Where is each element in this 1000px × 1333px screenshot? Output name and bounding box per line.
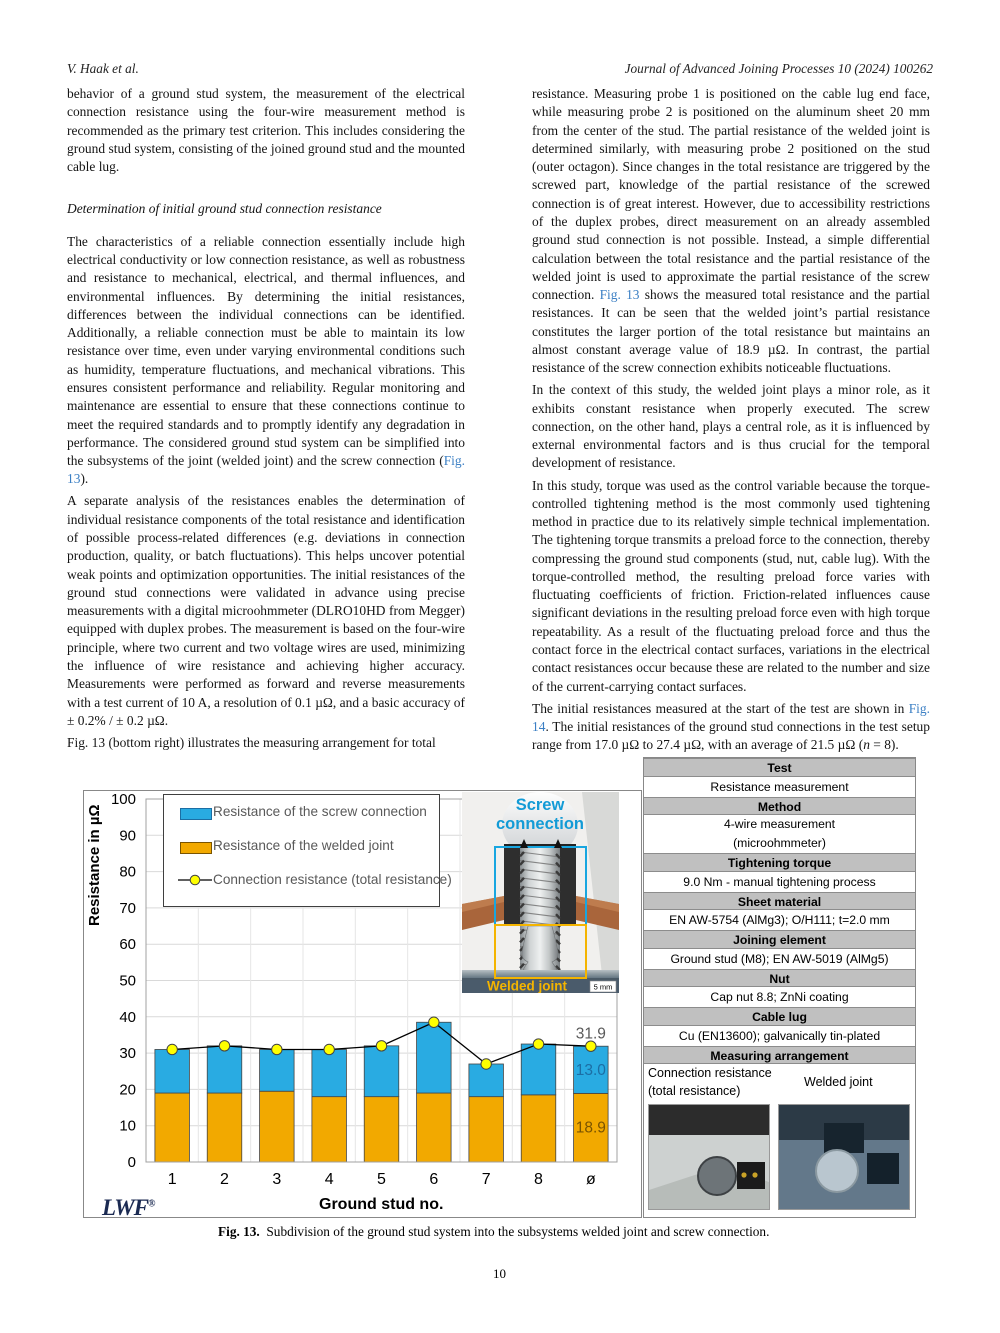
- svg-text:0: 0: [128, 1154, 136, 1171]
- svg-text:3: 3: [272, 1171, 281, 1188]
- svg-text:Welded joint: Welded joint: [487, 979, 568, 994]
- svg-text:5: 5: [377, 1171, 386, 1188]
- svg-text:2: 2: [220, 1171, 229, 1188]
- svg-text:7: 7: [482, 1171, 491, 1188]
- svg-text:31.9: 31.9: [576, 1025, 606, 1042]
- svg-text:4: 4: [325, 1171, 334, 1188]
- svg-text:connection: connection: [496, 815, 584, 833]
- svg-text:20: 20: [119, 1081, 136, 1098]
- svg-text:50: 50: [119, 973, 136, 990]
- svg-text:ø: ø: [586, 1171, 596, 1188]
- svg-text:40: 40: [119, 1009, 136, 1026]
- svg-text:90: 90: [119, 827, 136, 844]
- svg-text:13.0: 13.0: [576, 1062, 607, 1079]
- svg-text:60: 60: [119, 936, 136, 953]
- svg-text:18.9: 18.9: [576, 1120, 606, 1137]
- svg-text:5 mm: 5 mm: [594, 983, 613, 992]
- svg-text:8: 8: [534, 1171, 543, 1188]
- svg-text:10: 10: [119, 1118, 136, 1135]
- svg-text:Screw: Screw: [516, 796, 565, 814]
- svg-text:6: 6: [429, 1171, 438, 1188]
- svg-text:1: 1: [168, 1171, 177, 1188]
- svg-text:100: 100: [111, 791, 136, 808]
- svg-text:30: 30: [119, 1045, 136, 1062]
- svg-text:80: 80: [119, 864, 136, 881]
- svg-text:70: 70: [119, 900, 136, 917]
